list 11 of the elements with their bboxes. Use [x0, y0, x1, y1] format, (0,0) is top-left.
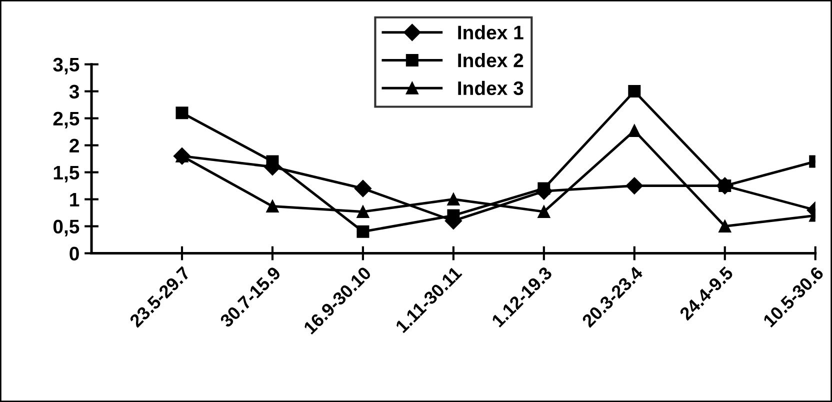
- y-tick-label: 2,5: [53, 112, 80, 128]
- legend-label: Index 2: [458, 52, 524, 68]
- legend-label: Index 3: [458, 80, 524, 96]
- y-tick-label: 3,5: [53, 58, 80, 74]
- y-tick-label: 1: [70, 192, 80, 206]
- y-tick-label: 1,5: [54, 166, 80, 182]
- y-tick-label: 0,5: [53, 220, 80, 236]
- y-tick-label: 3: [69, 84, 80, 99]
- y-tick-label: 2: [70, 138, 79, 152]
- y-tick-label: 0: [70, 246, 79, 260]
- legend-label: Index 1: [458, 25, 524, 40]
